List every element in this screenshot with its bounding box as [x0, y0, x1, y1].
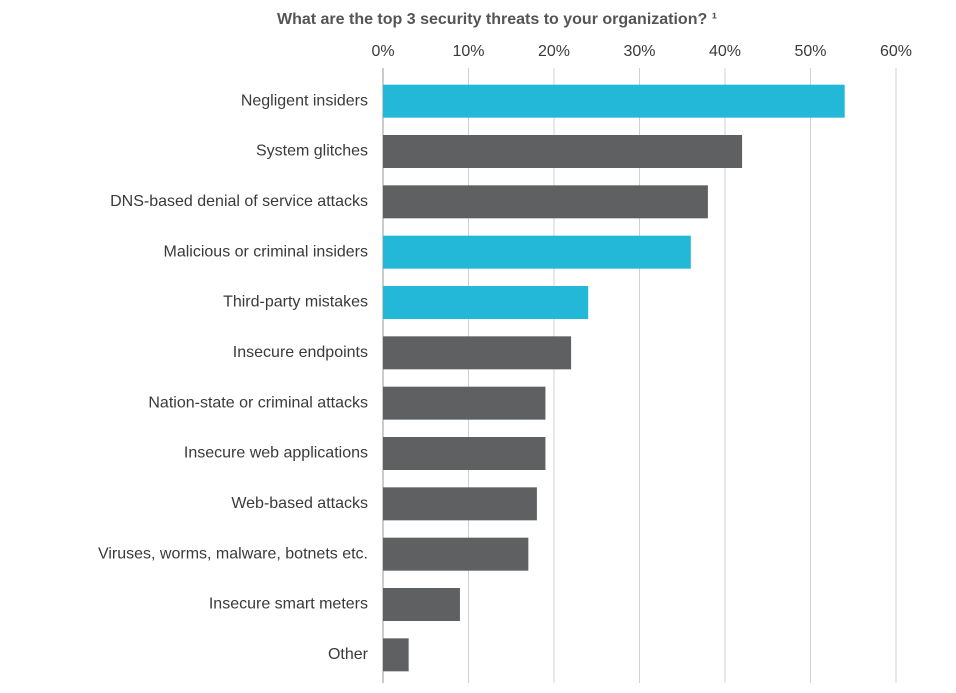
bar [383, 437, 546, 470]
bar [383, 185, 708, 219]
y-tick-label: Viruses, worms, malware, botnets etc. [98, 545, 368, 562]
x-tick-label: 10% [452, 43, 484, 60]
x-tick-label: 20% [538, 43, 570, 60]
y-tick-label: Insecure web applications [184, 445, 368, 462]
x-tick-label: 50% [794, 43, 826, 60]
y-tick-label: System glitches [256, 143, 368, 160]
y-tick-label: Nation-state or criminal attacks [148, 394, 368, 411]
bar [383, 84, 845, 118]
y-tick-label: Malicious or criminal insiders [164, 243, 369, 260]
y-tick-label: Insecure endpoints [233, 344, 368, 361]
bar [383, 386, 546, 420]
y-tick-label: Negligent insiders [241, 92, 368, 109]
x-tick-label: 60% [880, 43, 912, 60]
bar [383, 336, 572, 370]
chart-title: What are the top 3 security threats to y… [277, 11, 717, 28]
bar [383, 286, 589, 319]
bar [383, 135, 743, 168]
bar [383, 588, 460, 621]
y-tick-label: Other [328, 646, 369, 663]
bar [383, 487, 537, 521]
x-tick-label: 40% [709, 43, 741, 60]
bar [383, 537, 529, 571]
x-tick-label: 30% [623, 43, 655, 60]
y-tick-label: Insecure smart meters [209, 596, 368, 613]
y-tick-label: DNS-based denial of service attacks [110, 193, 368, 210]
bar [383, 638, 409, 672]
bar [383, 235, 691, 269]
x-tick-label: 0% [371, 43, 394, 60]
y-tick-label: Third-party mistakes [223, 294, 368, 311]
y-tick-label: Web-based attacks [231, 495, 368, 512]
